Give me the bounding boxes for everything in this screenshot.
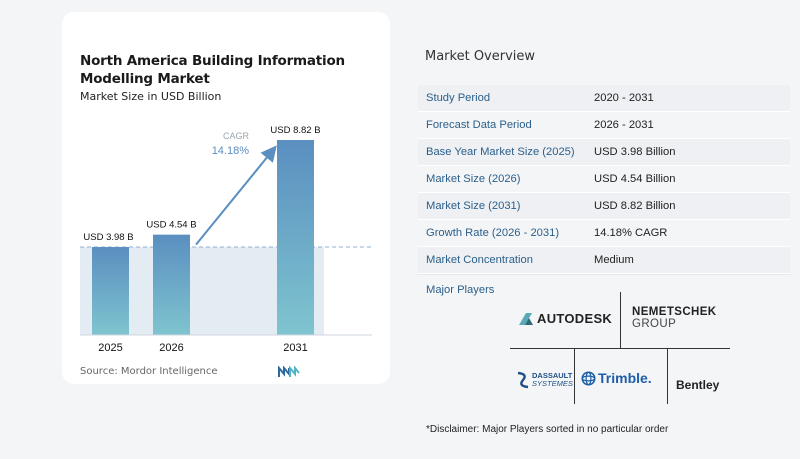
row-value: 14.18% CAGR xyxy=(594,227,668,239)
cagr-label: CAGR xyxy=(223,131,250,141)
grid-line xyxy=(510,348,730,349)
nemetschek-wordmark: NEMETSCHEK xyxy=(632,306,717,318)
row-key: Study Period xyxy=(426,92,491,104)
dassault-wordmark: DASSAULT xyxy=(532,371,573,380)
grid-line xyxy=(667,348,668,404)
trimble-globe-icon xyxy=(581,371,596,385)
tick-label-2026: 2026 xyxy=(159,342,183,354)
table-row: Study Period 2020 - 2031 xyxy=(418,85,790,112)
bar-2026 xyxy=(153,234,190,335)
overview-title: Market Overview xyxy=(425,49,536,64)
trimble-wordmark: Trimble. xyxy=(598,370,652,386)
trimble-logo: Trimble. xyxy=(581,370,652,386)
cagr-arrow xyxy=(195,145,277,246)
bar-2031 xyxy=(277,140,314,335)
table-row: Market Size (2031) USD 8.82 Billion xyxy=(418,193,790,220)
row-key: Growth Rate (2026 - 2031) xyxy=(426,227,560,239)
bar-2025 xyxy=(92,247,129,335)
nemetschek-group-text: GROUP xyxy=(632,318,677,330)
tick-label-2025: 2025 xyxy=(98,342,122,354)
row-key: Forecast Data Period xyxy=(426,119,532,131)
dassault-logo: DASSAULT SYSTEMES xyxy=(516,371,573,389)
chart-subtitle: Market Size in USD Billion xyxy=(80,90,222,103)
grid-line xyxy=(574,348,575,404)
row-value: 2026 - 2031 xyxy=(594,119,654,131)
row-value: USD 4.54 Billion xyxy=(594,173,676,185)
bentley-wordmark: Bentley xyxy=(676,378,720,392)
cagr-value: 14.18% xyxy=(212,145,250,157)
row-key: Market Concentration xyxy=(426,254,533,266)
row-value: 2020 - 2031 xyxy=(594,92,654,104)
chart-title: North America Building Information Model… xyxy=(80,53,345,87)
table-row: Growth Rate (2026 - 2031) 14.18% CAGR xyxy=(418,220,790,247)
autodesk-icon xyxy=(519,312,533,325)
table-row: Market Size (2026) USD 4.54 Billion xyxy=(418,166,790,193)
row-key: Market Size (2031) xyxy=(426,200,521,212)
table-row: Forecast Data Period 2026 - 2031 xyxy=(418,112,790,139)
overview-table: Study Period 2020 - 2031 Forecast Data Pe… xyxy=(418,85,790,274)
disclaimer-text: *Disclaimer: Major Players sorted in no … xyxy=(426,424,669,435)
data-label-2025: USD 3.98 B xyxy=(83,232,133,243)
divider xyxy=(418,274,790,275)
table-row: Market Concentration Medium xyxy=(418,247,790,274)
bar-chart: USD 3.98 B 2025 USD 4.54 B 2026 USD 8.82 B 20… xyxy=(80,125,372,354)
bentley-logo: Bentley xyxy=(676,376,719,394)
players-logo-grid: AUTODESK NEMETSCHEK GROUP DASSAULT SYSTE… xyxy=(510,292,730,404)
mordor-logo-icon xyxy=(278,366,300,377)
row-value: Medium xyxy=(594,254,634,266)
source-text: Source: Mordor Intelligence xyxy=(80,366,218,377)
row-value: USD 8.82 Billion xyxy=(594,200,676,212)
row-value: USD 3.98 Billion xyxy=(594,146,676,158)
dassault-icon xyxy=(517,371,529,389)
table-row: Base Year Market Size (2025) USD 3.98 Bil… xyxy=(418,139,790,166)
grid-line xyxy=(620,292,621,348)
nemetschek-logo: NEMETSCHEK GROUP xyxy=(632,306,717,330)
major-players-title: Major Players xyxy=(426,284,495,296)
row-key: Market Size (2026) xyxy=(426,173,521,185)
row-key: Base Year Market Size (2025) xyxy=(426,146,575,158)
dassault-systemes-text: SYSTEMES xyxy=(532,379,573,388)
data-label-2026: USD 4.54 B xyxy=(146,220,196,231)
autodesk-logo: AUTODESK xyxy=(518,311,612,326)
data-label-2031: USD 8.82 B xyxy=(270,125,320,136)
autodesk-wordmark: AUTODESK xyxy=(537,311,613,326)
tick-label-2031: 2031 xyxy=(283,342,307,354)
